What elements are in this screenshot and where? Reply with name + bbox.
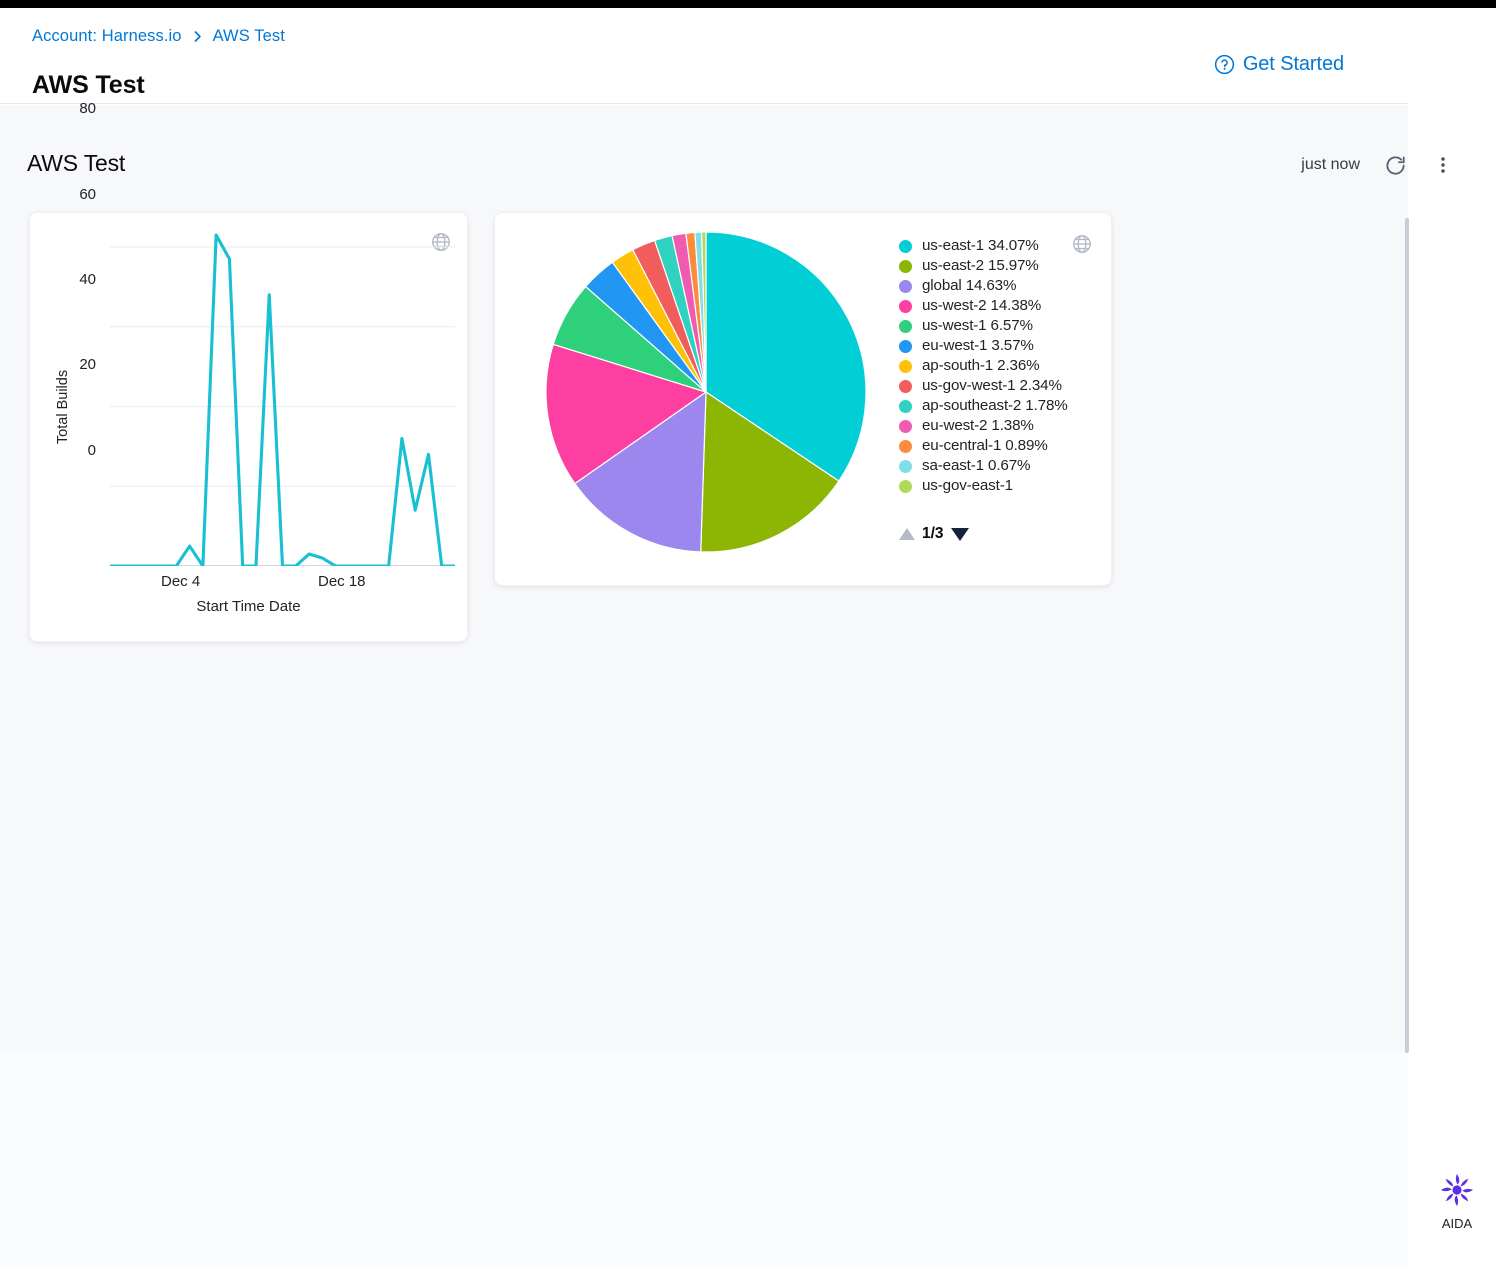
line-chart-plot	[110, 233, 455, 566]
legend-item-label: us-east-1 34.07%	[922, 237, 1039, 254]
legend-color-dot	[899, 320, 912, 333]
legend-item-label: sa-east-1 0.67%	[922, 457, 1031, 474]
legend-color-dot	[899, 460, 912, 473]
line-chart-gridlines	[110, 246, 455, 566]
legend-color-dot	[899, 340, 912, 353]
pie-legend-item[interactable]: us-gov-west-1 2.34%	[899, 376, 1079, 396]
legend-color-dot	[899, 240, 912, 253]
legend-item-label: us-east-2 15.97%	[922, 257, 1039, 274]
pie-legend-item[interactable]: us-west-1 6.57%	[899, 316, 1079, 336]
chevron-right-icon	[191, 30, 204, 43]
pie-legend-pager: 1/3	[899, 525, 969, 543]
window-top-bar	[0, 0, 1496, 8]
breadcrumb: Account: Harness.io AWS Test	[32, 27, 285, 46]
legend-color-dot	[899, 260, 912, 273]
dashboard-actions: just now	[1301, 152, 1456, 178]
legend-item-label: us-gov-east-1	[922, 477, 1013, 494]
pie-legend: us-east-1 34.07% us-east-2 15.97% global 1…	[899, 236, 1079, 496]
help-circle-icon	[1214, 54, 1235, 75]
x-tick-dec18: Dec 18	[318, 573, 366, 590]
y-tick-60: 60	[79, 186, 96, 203]
pie-legend-item[interactable]: ap-southeast-2 1.78%	[899, 396, 1079, 416]
total-builds-chart-card[interactable]: Total Builds Start Time Date 0 20 40 60 …	[29, 100, 468, 642]
pie-legend-item[interactable]: ap-south-1 2.36%	[899, 356, 1079, 376]
pie-slice[interactable]	[705, 231, 867, 482]
pie-legend-item[interactable]: eu-central-1 0.89%	[899, 436, 1079, 456]
pie-legend-item[interactable]: global 14.63%	[899, 276, 1079, 296]
legend-item-label: us-gov-west-1 2.34%	[922, 377, 1062, 394]
line-chart-series	[110, 233, 455, 566]
triangle-down-icon[interactable]	[950, 527, 969, 541]
legend-item-label: us-west-1 6.57%	[922, 317, 1033, 334]
aida-label: AIDA	[1441, 1216, 1473, 1231]
refresh-status-label: just now	[1301, 156, 1360, 173]
globe-icon[interactable]	[1071, 233, 1093, 255]
pie-legend-item[interactable]: us-gov-east-1	[899, 476, 1079, 496]
pie-slice[interactable]	[545, 343, 708, 485]
pie-legend-item[interactable]: eu-west-1 3.57%	[899, 336, 1079, 356]
page-lower-area	[0, 1053, 1408, 1266]
pie-legend-item[interactable]: eu-west-2 1.38%	[899, 416, 1079, 436]
pie-legend-item[interactable]: us-east-2 15.97%	[899, 256, 1079, 276]
y-tick-80: 80	[79, 100, 96, 117]
dashboard-title: AWS Test	[27, 150, 126, 176]
legend-color-dot	[899, 360, 912, 373]
legend-color-dot	[899, 300, 912, 313]
y-tick-20: 20	[79, 356, 96, 373]
pie-legend-item[interactable]: us-east-1 34.07%	[899, 236, 1079, 256]
aida-button[interactable]: AIDA	[1434, 1170, 1480, 1231]
legend-color-dot	[899, 400, 912, 413]
page-title: AWS Test	[32, 71, 145, 99]
page-header: Account: Harness.io AWS Test AWS Test Ge…	[0, 8, 1408, 104]
pie-legend-clip: us-east-1 34.07% us-east-2 15.97% global 1…	[899, 236, 1089, 526]
refresh-icon[interactable]	[1382, 152, 1408, 178]
get-started-button[interactable]: Get Started	[1214, 53, 1344, 76]
legend-item-label: eu-west-1 3.57%	[922, 337, 1034, 354]
right-gutter	[1408, 8, 1496, 1266]
legend-color-dot	[899, 480, 912, 493]
breadcrumb-account-link[interactable]: Account: Harness.io	[32, 27, 182, 45]
pie-legend-page-indicator: 1/3	[922, 525, 944, 542]
legend-color-dot	[899, 420, 912, 433]
legend-color-dot	[899, 280, 912, 293]
aida-pinwheel-icon	[1441, 1174, 1473, 1206]
legend-item-label: eu-west-2 1.38%	[922, 417, 1034, 434]
line-chart-y-axis-label: Total Builds	[55, 369, 72, 445]
pie-legend-item[interactable]: us-west-2 14.38%	[899, 296, 1079, 316]
legend-item-label: us-west-2 14.38%	[922, 297, 1042, 314]
pie-slice[interactable]	[700, 390, 840, 553]
legend-item-label: ap-southeast-2 1.78%	[922, 397, 1068, 414]
pie-legend-item[interactable]: sa-east-1 0.67%	[899, 456, 1079, 476]
legend-item-label: global 14.63%	[922, 277, 1017, 294]
pie-slice[interactable]	[701, 231, 707, 393]
pie-chart-plot[interactable]	[541, 227, 871, 557]
more-vertical-icon[interactable]	[1430, 152, 1456, 178]
legend-color-dot	[899, 440, 912, 453]
breadcrumb-current-link[interactable]: AWS Test	[212, 27, 285, 45]
legend-item-label: ap-south-1 2.36%	[922, 357, 1040, 374]
pie-slice[interactable]	[573, 390, 707, 553]
line-chart-x-axis-label: Start Time Date	[196, 598, 301, 615]
vertical-scrollbar[interactable]	[1405, 218, 1409, 1053]
get-started-label: Get Started	[1242, 53, 1344, 75]
legend-color-dot	[899, 380, 912, 393]
legend-item-label: eu-central-1 0.89%	[922, 437, 1048, 454]
region-distribution-chart-card[interactable]: us-east-1 34.07% us-east-2 15.97% global 1…	[494, 212, 1112, 586]
y-tick-40: 40	[79, 271, 96, 288]
x-tick-dec4: Dec 4	[161, 573, 201, 590]
triangle-up-icon[interactable]	[899, 528, 915, 540]
y-tick-0: 0	[87, 442, 96, 459]
